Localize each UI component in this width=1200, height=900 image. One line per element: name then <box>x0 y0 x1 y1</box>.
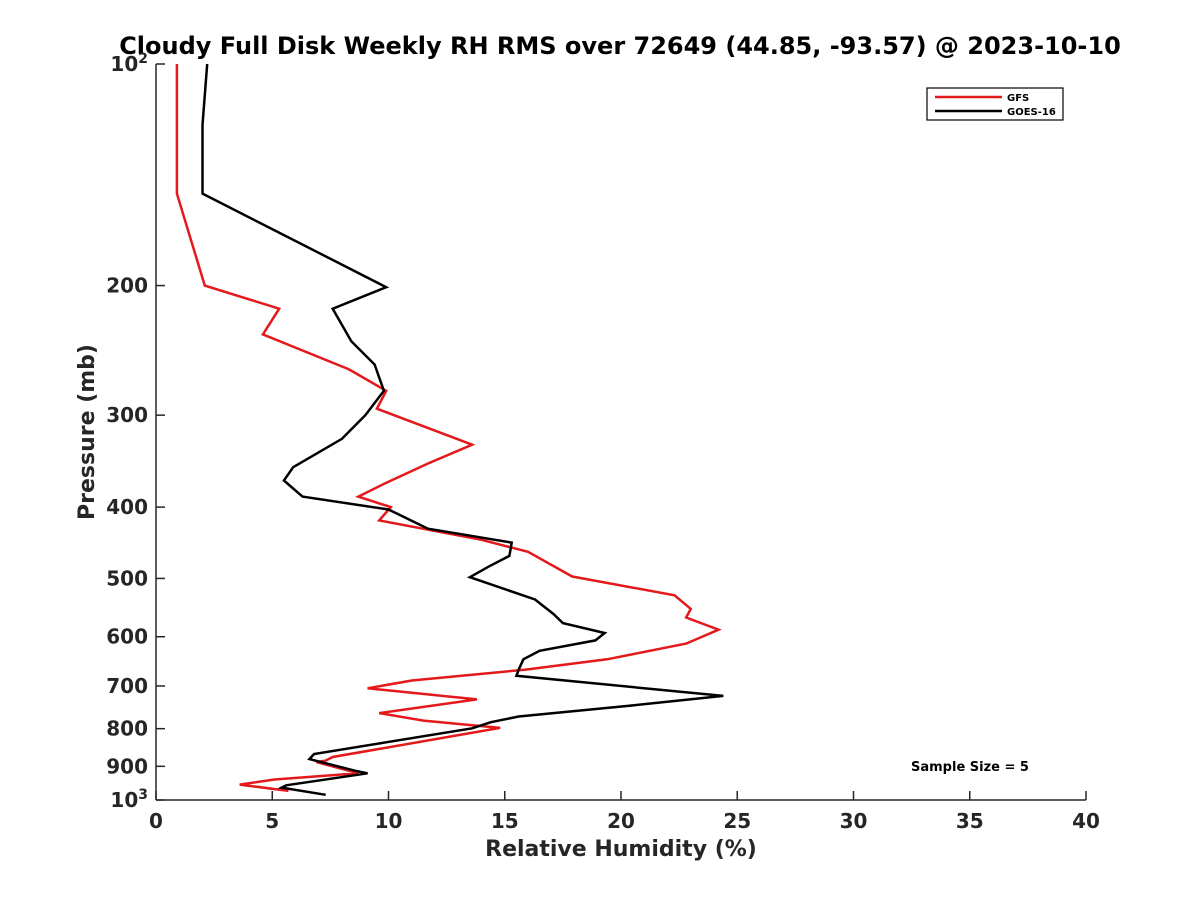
legend-label-gfs: GFS <box>1007 93 1029 104</box>
y-tick-label-base: 200 <box>106 274 148 298</box>
y-axis-title: Pressure (mb) <box>75 344 100 520</box>
y-tick-label-base: 10 <box>110 52 138 76</box>
x-axis-title: Relative Humidity (%) <box>485 837 757 862</box>
y-tick-label-base: 500 <box>106 566 148 590</box>
plot-area <box>156 64 1086 800</box>
x-tick-label: 20 <box>607 809 635 833</box>
x-tick-label: 30 <box>840 809 868 833</box>
y-tick-label: 600 <box>106 625 148 649</box>
y-tick-label-base: 800 <box>106 717 148 741</box>
y-tick-label-exponent: 2 <box>138 51 148 67</box>
y-tick-label-base: 10 <box>110 788 138 812</box>
x-tick-label: 25 <box>723 809 751 833</box>
x-tick-label: 35 <box>956 809 984 833</box>
y-tick-label: 700 <box>106 674 148 698</box>
y-tick-label-base: 400 <box>106 495 148 519</box>
y-tick-label: 200 <box>106 274 148 298</box>
y-tick-label: 800 <box>106 717 148 741</box>
series-layer <box>175 63 724 797</box>
x-tick-label: 0 <box>149 809 163 833</box>
series-line-gfs <box>175 64 722 793</box>
chart-title: Cloudy Full Disk Weekly RH RMS over 7264… <box>119 32 1121 60</box>
x-tick-label: 5 <box>265 809 279 833</box>
y-tick-label: 400 <box>106 495 148 519</box>
y-tick-label-exponent: 3 <box>138 787 148 803</box>
x-tick-label: 10 <box>375 809 403 833</box>
y-tick-label: 103 <box>110 787 148 812</box>
legend-label-goes-16: GOES-16 <box>1007 107 1056 118</box>
sample-size-annotation: Sample Size = 5 <box>911 760 1029 775</box>
y-tick-label-base: 600 <box>106 625 148 649</box>
legend: GFS GOES-16 <box>926 87 1064 121</box>
x-tick-label: 40 <box>1072 809 1100 833</box>
y-tick-label: 300 <box>106 403 148 427</box>
x-axis-ticks: 0 5 10 15 20 25 30 35 40 <box>149 791 1100 833</box>
y-tick-label-base: 300 <box>106 403 148 427</box>
legend-box <box>926 87 1064 121</box>
y-tick-label-base: 900 <box>106 754 148 778</box>
y-tick-label: 900 <box>106 754 148 778</box>
x-tick-label: 15 <box>491 809 519 833</box>
y-tick-label-base: 700 <box>106 674 148 698</box>
y-tick-label: 102 <box>110 51 148 76</box>
series-line-goes-16 <box>201 63 724 797</box>
y-tick-label: 500 <box>106 566 148 590</box>
